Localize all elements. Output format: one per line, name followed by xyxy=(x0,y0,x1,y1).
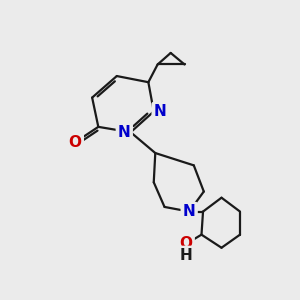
Text: N: N xyxy=(118,125,131,140)
Text: H: H xyxy=(180,248,193,263)
Text: O: O xyxy=(69,135,82,150)
Text: N: N xyxy=(154,104,167,119)
Text: N: N xyxy=(183,204,196,219)
Text: O: O xyxy=(180,236,193,251)
